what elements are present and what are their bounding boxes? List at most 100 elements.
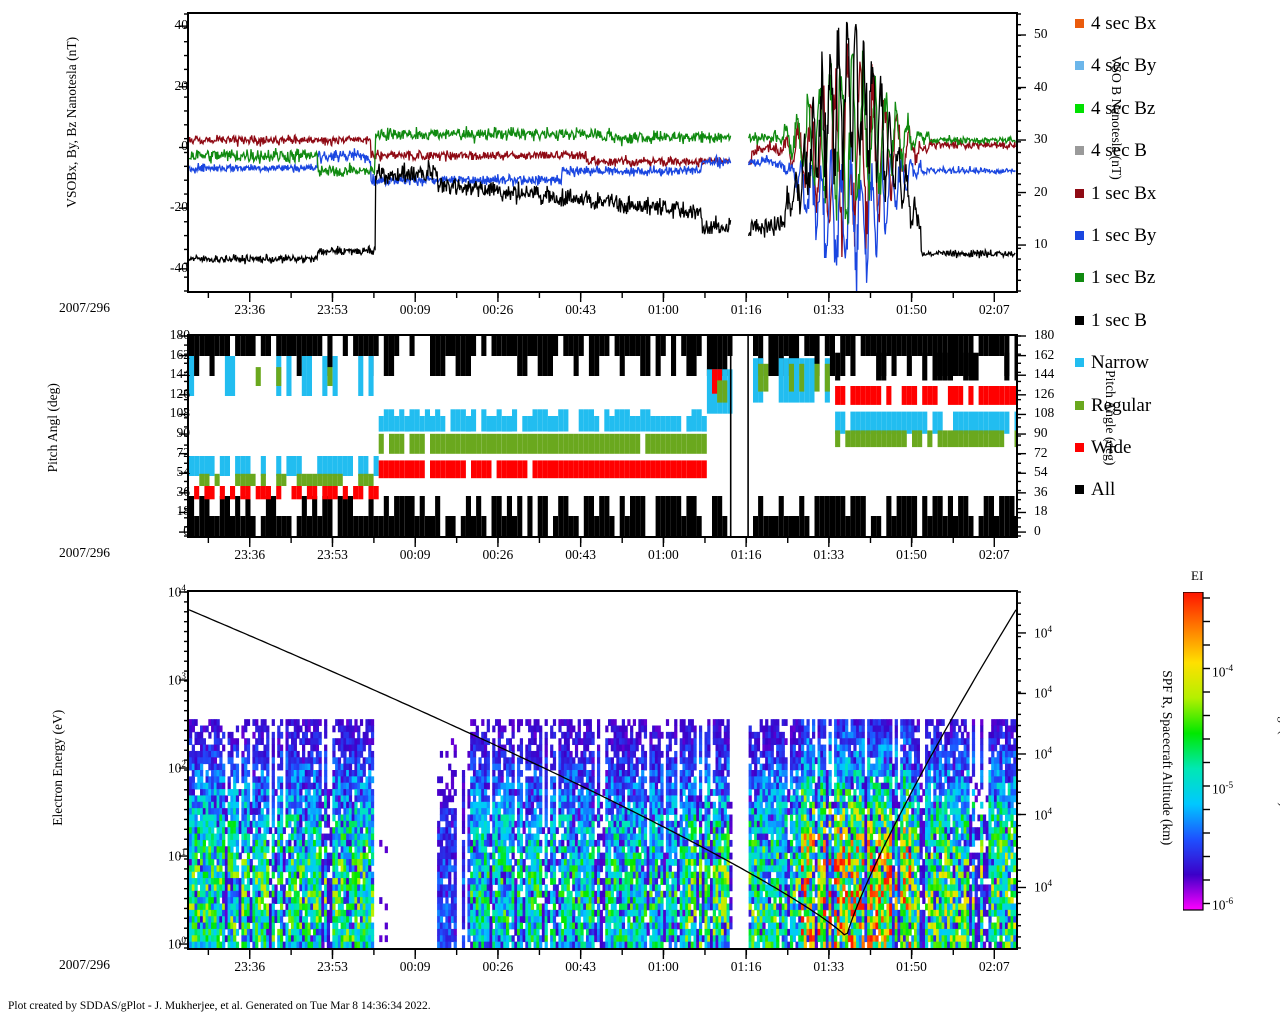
spectrogram-cell xyxy=(246,878,251,885)
pitch-angle-block xyxy=(312,473,318,486)
spectrogram-cell xyxy=(335,719,339,726)
spectrogram-cell xyxy=(246,922,251,930)
spectrogram-cell xyxy=(635,884,639,892)
spectrogram-cell xyxy=(274,909,278,917)
spectrogram-cell xyxy=(263,763,267,771)
pitch-angle-block xyxy=(835,386,841,405)
spectrogram-cell xyxy=(213,916,218,924)
spectrogram-cell xyxy=(555,846,559,854)
spectrogram-cell xyxy=(332,871,336,879)
pitch-angle-block xyxy=(758,496,764,536)
spectrogram-cell xyxy=(638,801,642,809)
spectrogram-cell xyxy=(307,801,311,809)
spectrogram-cell xyxy=(500,928,504,936)
spectrogram-cell xyxy=(472,776,477,784)
spectrogram-cell xyxy=(641,789,645,796)
spectrogram-cell xyxy=(230,801,234,809)
spectrogram-cell xyxy=(277,909,281,917)
pitch-angle-block xyxy=(947,496,953,536)
spectrogram-cell xyxy=(365,916,369,924)
pitch-angle-block xyxy=(460,409,466,432)
pitch-angle-block xyxy=(404,496,410,536)
spectrogram-cell xyxy=(445,865,449,873)
spectrogram-cell xyxy=(558,757,562,765)
spectrogram-cell xyxy=(624,814,628,822)
spectrogram-cell xyxy=(370,820,375,828)
spectrogram-cell xyxy=(357,808,361,815)
spectrogram-cell xyxy=(533,789,537,796)
spectrogram-cell xyxy=(641,928,645,936)
spectrogram-cell xyxy=(216,750,220,758)
spectrogram-cell xyxy=(608,941,612,948)
spectrogram-cell xyxy=(313,731,317,739)
spectrogram-cell xyxy=(663,935,667,943)
spectrogram-cell xyxy=(293,916,297,924)
spectrogram-cell xyxy=(445,782,449,790)
pitch-angle-block xyxy=(896,496,902,536)
spectrogram-cell xyxy=(461,878,466,885)
spectrogram-cell xyxy=(216,859,220,866)
spectrogram-cell xyxy=(244,909,248,917)
spectrogram-cell xyxy=(591,916,595,924)
spectrogram-cell xyxy=(318,770,322,777)
spectrogram-cell xyxy=(503,833,507,841)
spectrogram-cell xyxy=(500,890,504,898)
spectrogram-cell xyxy=(260,750,264,758)
spectrogram-cell xyxy=(649,827,653,835)
spectrogram-cell xyxy=(439,808,444,815)
spectrogram-cell xyxy=(368,776,372,784)
spectrogram-cell xyxy=(205,725,209,733)
spectrogram-cell xyxy=(296,776,300,784)
spectrogram-cell xyxy=(318,909,322,917)
spectrogram-cell xyxy=(619,884,623,892)
spectrogram-cell xyxy=(577,827,581,835)
field-trace xyxy=(189,50,1016,225)
spectrogram-cell xyxy=(351,770,355,777)
spectrogram-cell xyxy=(359,928,364,936)
spectrogram-cell xyxy=(550,731,554,739)
spectrogram-cell xyxy=(508,738,512,746)
spectrogram-cell xyxy=(348,782,353,790)
spectrogram-cell xyxy=(200,890,204,898)
spectrogram-cell xyxy=(660,789,664,796)
spectrogram-cell xyxy=(621,827,626,835)
spectrogram-cell xyxy=(257,757,262,765)
spectrogram-cell xyxy=(337,916,342,924)
spectrogram-cell xyxy=(222,916,226,924)
spectrogram-cell xyxy=(483,916,488,924)
spectrogram-cell xyxy=(591,897,595,904)
spectrogram-cell xyxy=(665,757,670,765)
spectrogram-cell xyxy=(335,808,339,815)
spectrogram-cell xyxy=(585,909,590,917)
spectrogram-cell xyxy=(613,750,617,758)
pitch-angle-block xyxy=(927,386,933,405)
spectrogram-cell xyxy=(544,770,548,777)
spectrogram-cell xyxy=(652,833,656,841)
spectrogram-cell xyxy=(205,890,209,898)
spectrogram-cell xyxy=(552,859,557,866)
spectrogram-cell xyxy=(340,719,344,726)
pitch-angle-block xyxy=(455,336,461,376)
spectrogram-cell xyxy=(497,852,501,860)
spectrogram-cell xyxy=(326,820,331,828)
spectrogram-cell xyxy=(539,909,543,917)
spectrogram-cell xyxy=(318,808,322,815)
spectrogram-cell xyxy=(605,833,609,841)
pitch-angle-block xyxy=(722,516,728,536)
spectrogram-cell xyxy=(630,859,634,866)
pitch-angle-block xyxy=(865,430,871,448)
spectrogram-cell xyxy=(230,738,234,746)
spectrogram-cell xyxy=(483,770,488,777)
spectrogram-cell xyxy=(619,789,623,796)
pitch-angle-block xyxy=(332,486,338,500)
spectrogram-cell xyxy=(503,808,507,815)
spectrogram-cell xyxy=(522,859,526,866)
spectrogram-cell xyxy=(461,789,466,796)
pitch-angle-block xyxy=(286,336,292,356)
spectrogram-cell xyxy=(635,922,639,930)
spectrogram-cell xyxy=(293,719,297,726)
spectrogram-cell xyxy=(307,808,311,815)
spectrogram-cell xyxy=(492,750,496,758)
spectrogram-cell xyxy=(563,827,568,835)
spectrogram-cell xyxy=(566,941,570,948)
